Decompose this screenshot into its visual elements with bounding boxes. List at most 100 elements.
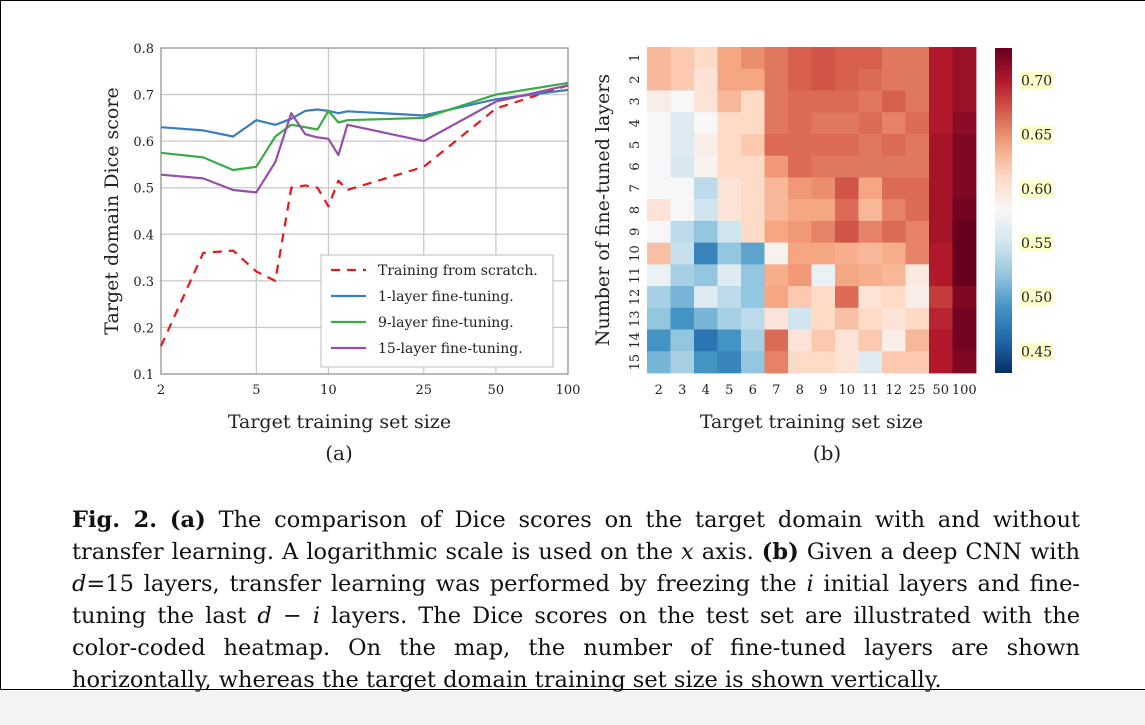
heatmap-cell bbox=[882, 264, 906, 287]
x-tick-label: 2 bbox=[157, 383, 165, 398]
heatmap-cell bbox=[647, 351, 671, 374]
heatmap-cell bbox=[858, 112, 883, 135]
heatmap-cell bbox=[905, 177, 930, 200]
heatmap-cell bbox=[811, 47, 836, 70]
heatmap-cell bbox=[905, 351, 930, 374]
caption-b-var-i: i bbox=[806, 571, 814, 597]
heatmap-x-tick: 7 bbox=[772, 383, 780, 398]
line-chart-panel-a: 0.10.20.30.40.50.60.70.82 5 10 25 50 100Train… bbox=[101, 42, 580, 465]
colorbar-tick-label: 0.65 bbox=[1021, 128, 1052, 144]
heatmap-y-tick: 6 bbox=[628, 162, 643, 170]
heatmap-cell bbox=[694, 90, 718, 113]
heatmap-cell bbox=[670, 112, 695, 135]
heatmap-cell bbox=[741, 90, 765, 113]
heatmap-x-tick: 3 bbox=[678, 383, 686, 398]
heatmap-cell bbox=[858, 307, 883, 330]
heatmap-cell bbox=[694, 220, 718, 243]
heatmap-cell bbox=[647, 286, 671, 309]
heatmap-cell bbox=[811, 351, 836, 374]
heatmap-cell bbox=[858, 329, 883, 352]
heatmap-cell bbox=[858, 286, 883, 309]
heatmap-cell bbox=[741, 264, 765, 287]
heatmap-y-tick: 12 bbox=[628, 289, 643, 306]
colorbar-tick-highlight bbox=[1020, 288, 1053, 307]
heatmap-cell bbox=[764, 220, 789, 243]
heatmap-cell bbox=[741, 286, 765, 309]
heatmap-cell bbox=[858, 242, 883, 265]
colorbar-tick-highlight bbox=[1020, 71, 1053, 90]
heatmap-cell bbox=[670, 68, 695, 91]
heatmap-cell bbox=[929, 329, 953, 352]
heatmap-cell bbox=[764, 177, 789, 200]
heatmap-cell bbox=[670, 329, 695, 352]
heatmap-x-axis-label: Target training set size bbox=[700, 411, 923, 433]
heatmap-cell bbox=[835, 155, 859, 178]
heatmap-cell bbox=[811, 155, 836, 178]
colorbar-tick-highlight bbox=[1020, 125, 1053, 144]
heatmap-x-tick: 5 bbox=[725, 383, 733, 398]
heatmap-cell bbox=[694, 199, 718, 222]
heatmap-cell bbox=[788, 199, 812, 222]
heatmap-cell bbox=[858, 133, 883, 157]
heatmap-cell bbox=[882, 112, 906, 135]
heatmap-cell bbox=[717, 264, 742, 287]
heatmap-cell bbox=[929, 242, 953, 265]
heatmap-cell bbox=[647, 133, 671, 157]
heatmap-cell bbox=[835, 90, 859, 113]
heatmap-y-tick: 9 bbox=[628, 228, 643, 236]
heatmap-cell bbox=[835, 307, 859, 330]
heatmap-cell bbox=[811, 133, 836, 157]
heatmap-cell bbox=[717, 155, 742, 178]
heatmap-cell bbox=[952, 47, 977, 70]
heatmap-cell bbox=[788, 177, 812, 200]
heatmap-cell bbox=[858, 177, 883, 200]
heatmap-cell bbox=[929, 90, 953, 113]
heatmap-x-tick: 100 bbox=[952, 383, 977, 398]
heatmap-cell bbox=[905, 286, 930, 309]
heatmap-cell bbox=[764, 199, 789, 222]
heatmap-cell bbox=[694, 68, 718, 91]
heatmap-cell bbox=[670, 242, 695, 265]
heatmap-x-tick: 4 bbox=[702, 383, 710, 398]
heatmap-cell bbox=[670, 133, 695, 157]
caption-fig-label: Fig. 2. bbox=[72, 507, 158, 533]
heatmap-cell bbox=[788, 351, 812, 374]
panel-label-a: (a) bbox=[325, 441, 353, 465]
heatmap-cell bbox=[717, 307, 742, 330]
heatmap-cell bbox=[929, 220, 953, 243]
caption-b-text3: initial layers and fine-tuning the last bbox=[72, 571, 1080, 629]
heatmap-cell bbox=[717, 242, 742, 265]
heatmap-y-tick: 7 bbox=[628, 184, 643, 192]
heatmap-cell bbox=[647, 329, 671, 352]
heatmap-cell bbox=[835, 112, 859, 135]
heatmap-cell bbox=[764, 286, 789, 309]
heatmap-cell bbox=[811, 264, 836, 287]
heatmap-cell bbox=[788, 133, 812, 157]
heatmap-x-tick: 12 bbox=[885, 383, 902, 398]
heatmap-cell bbox=[811, 68, 836, 91]
heatmap-cell bbox=[882, 133, 906, 157]
heatmap-y-tick: 1 bbox=[628, 54, 643, 62]
heatmap-cell bbox=[694, 264, 718, 287]
heatmap-cell bbox=[929, 351, 953, 374]
heatmap-cell bbox=[694, 286, 718, 309]
heatmap-cell bbox=[905, 199, 930, 222]
heatmap-y-tick: 3 bbox=[628, 97, 643, 105]
y-tick-label: 0.5 bbox=[133, 182, 154, 197]
x-tick-label: 10 bbox=[320, 383, 337, 398]
heatmap-cell bbox=[929, 112, 953, 135]
heatmap-cell bbox=[835, 329, 859, 352]
heatmap-cell bbox=[741, 155, 765, 178]
heatmap-cell bbox=[788, 264, 812, 287]
heatmap-cell bbox=[717, 133, 742, 157]
colorbar-tick-label: 0.55 bbox=[1021, 236, 1052, 252]
heatmap-cell bbox=[905, 242, 930, 265]
heatmap-cell bbox=[764, 307, 789, 330]
heatmap-cell bbox=[670, 286, 695, 309]
heatmap-cell bbox=[811, 307, 836, 330]
x-tick-label: 25 bbox=[415, 383, 432, 398]
heatmap-cell bbox=[788, 307, 812, 330]
x-tick-label: 5 bbox=[252, 383, 260, 398]
heatmap-cell bbox=[811, 242, 836, 265]
heatmap-cell bbox=[858, 264, 883, 287]
